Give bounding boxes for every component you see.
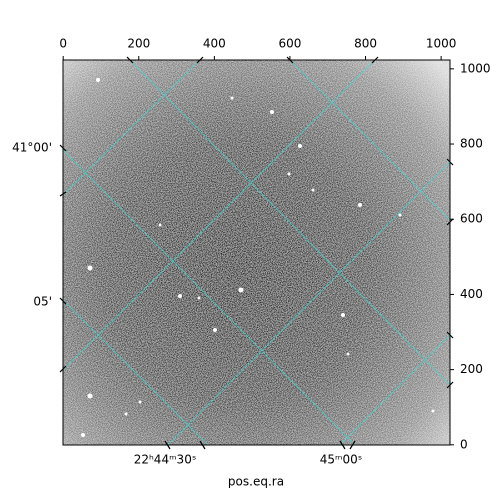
coordinate-grid xyxy=(63,60,450,445)
y-tick-label: 1000 xyxy=(460,61,491,75)
x-tick-label: 800 xyxy=(354,37,377,51)
y-tick-label: 600 xyxy=(460,212,483,226)
image xyxy=(59,56,454,450)
x-tick-label: 200 xyxy=(127,37,150,51)
frame xyxy=(62,59,451,446)
y-tick-label: 400 xyxy=(460,287,483,301)
ra-tick-label: 45ᵐ00ˢ xyxy=(320,453,363,467)
y-tick-label: 800 xyxy=(460,137,483,151)
dec-tick-label: 05' xyxy=(33,295,52,309)
x-tick-label: 1000 xyxy=(426,37,457,51)
x-tick-label: 0 xyxy=(59,37,67,51)
dec-tick-label: 41°00' xyxy=(12,141,52,155)
x-axis-label: pos.eq.ra xyxy=(228,475,284,489)
y-tick-label: 0 xyxy=(460,437,468,451)
x-tick-label: 400 xyxy=(203,37,226,51)
ra-tick-label: 22ʰ44ᵐ30ˢ xyxy=(134,453,197,467)
x-tick-label: 600 xyxy=(278,37,301,51)
y-tick-label: 200 xyxy=(460,362,483,376)
wcs-ticks xyxy=(59,56,454,450)
